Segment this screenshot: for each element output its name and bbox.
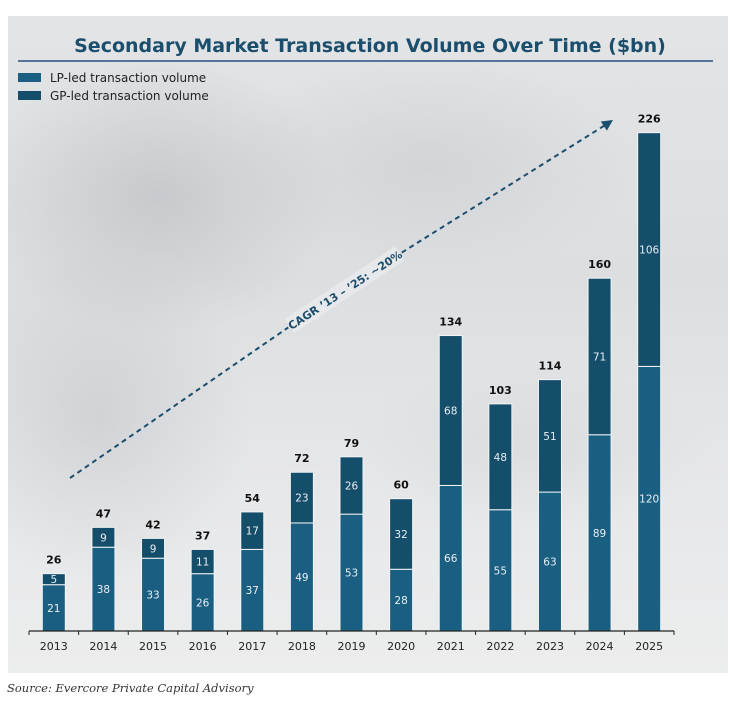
x-tick-label-2024: 2024 (586, 640, 614, 653)
x-tick-label-2025: 2025 (635, 640, 663, 653)
chart: Secondary Market Transaction Volume Over… (18, 35, 713, 653)
data-label-lp-2013: 21 (47, 603, 60, 615)
total-label-2025: 226 (638, 113, 661, 126)
data-label-gp-2015: 9 (150, 543, 157, 555)
bar-gp-2021 (438, 335, 463, 486)
data-label-lp-2018: 49 (295, 572, 308, 584)
bar-group-2016: 26 11 37 (190, 529, 215, 632)
total-label-2017: 54 (245, 492, 261, 505)
cagr-arrow-line (401, 122, 609, 254)
data-label-gp-2022: 48 (494, 452, 507, 464)
source-note: Source: Evercore Private Capital Advisor… (7, 681, 254, 695)
legend-swatch-gp (18, 91, 41, 100)
data-label-gp-2020: 32 (394, 529, 407, 541)
total-label-2018: 72 (294, 452, 309, 465)
x-tick-label-2020: 2020 (387, 640, 415, 653)
data-label-gp-2023: 51 (543, 431, 556, 443)
bar-gp-2013 (41, 573, 66, 586)
cagr-arrow-line (69, 326, 289, 479)
chart-panel: Secondary Market Transaction Volume Over… (8, 16, 728, 673)
data-label-gp-2014: 9 (100, 532, 107, 544)
data-label-lp-2022: 55 (494, 565, 507, 577)
bar-group-2020: 28 32 60 (389, 479, 414, 632)
bar-gp-2014 (91, 526, 116, 548)
cagr-label-background (284, 246, 405, 334)
data-label-lp-2024: 89 (593, 528, 606, 540)
legend: LP-led transaction volume GP-led transac… (18, 71, 209, 103)
bar-group-2018: 49 23 72 (289, 452, 314, 632)
cagr-label: CAGR ’13 – ’25: ~20% (286, 248, 405, 333)
data-label-gp-2016: 11 (196, 557, 209, 569)
data-label-lp-2025: 120 (639, 494, 659, 506)
x-tick-label-2021: 2021 (437, 640, 465, 653)
bar-group-2025: 120 106 226 (637, 113, 662, 632)
data-label-gp-2021: 68 (444, 406, 457, 418)
data-label-lp-2020: 28 (394, 595, 407, 607)
x-tick-label-2013: 2013 (40, 640, 68, 653)
data-label-gp-2018: 23 (295, 493, 308, 505)
data-label-lp-2015: 33 (146, 590, 159, 602)
bar-gp-2015 (141, 537, 166, 559)
data-label-lp-2019: 53 (345, 568, 358, 580)
x-tick-label-2014: 2014 (89, 640, 117, 653)
x-tick-label-2017: 2017 (238, 640, 266, 653)
bar-group-2021: 66 68 134 (438, 316, 463, 632)
cagr-label-group: CAGR ’13 – ’25: ~20% (284, 246, 405, 334)
data-label-lp-2021: 66 (444, 553, 458, 565)
bars: 21 5 26 38 9 47 33 9 42 26 11 37 37 17 54 49 23 72 53 26 79 2… (41, 113, 662, 632)
bar-gp-2020 (389, 498, 414, 570)
bar-group-2024: 89 71 160 (587, 258, 612, 632)
bar-gp-2024 (587, 277, 612, 436)
bar-gp-2016 (190, 548, 215, 575)
total-label-2019: 79 (344, 437, 359, 450)
bar-gp-2025 (637, 132, 662, 367)
total-label-2020: 60 (393, 479, 409, 492)
chart-title: Secondary Market Transaction Volume Over… (74, 35, 666, 57)
x-tick-label-2022: 2022 (486, 640, 514, 653)
total-label-2014: 47 (96, 507, 111, 520)
total-label-2013: 26 (46, 554, 62, 567)
x-tick-label-2016: 2016 (189, 640, 217, 653)
bar-gp-2017 (240, 511, 265, 550)
bar-group-2013: 21 5 26 (41, 554, 66, 632)
data-label-lp-2017: 37 (246, 585, 259, 597)
data-label-gp-2017: 17 (246, 526, 259, 538)
bar-group-2015: 33 9 42 (141, 518, 166, 632)
data-label-gp-2013: 5 (50, 574, 57, 586)
data-label-lp-2023: 63 (543, 557, 556, 569)
x-tick-label-2018: 2018 (288, 640, 316, 653)
total-label-2023: 114 (538, 360, 561, 373)
x-axis: 2013 2014 2015 2016 2017 2018 2019 2020 2021 2022… (28, 630, 675, 653)
total-label-2015: 42 (145, 518, 160, 531)
total-label-2022: 103 (489, 384, 512, 397)
total-label-2021: 134 (439, 316, 462, 329)
cagr-annotation: CAGR ’13 – ’25: ~20% (69, 120, 613, 479)
data-label-gp-2024: 71 (593, 351, 606, 363)
bar-group-2023: 63 51 114 (537, 360, 562, 632)
bar-gp-2023 (537, 379, 562, 493)
data-label-gp-2019: 26 (345, 480, 359, 492)
bar-group-2019: 53 26 79 (339, 437, 364, 632)
bar-group-2017: 37 17 54 (240, 492, 265, 632)
legend-swatch-lp (18, 73, 41, 82)
data-label-gp-2025: 106 (639, 245, 659, 257)
bar-group-2014: 38 9 47 (91, 507, 116, 632)
x-tick-label-2015: 2015 (139, 640, 167, 653)
total-label-2024: 160 (588, 258, 611, 271)
total-label-2016: 37 (195, 529, 210, 542)
bar-gp-2019 (339, 456, 364, 515)
legend-label-lp: LP-led transaction volume (50, 71, 206, 85)
data-label-lp-2014: 38 (97, 584, 110, 596)
cagr-arrowhead-icon (600, 120, 613, 131)
legend-label-gp: GP-led transaction volume (50, 89, 209, 103)
bar-gp-2022 (488, 403, 513, 511)
x-tick-label-2023: 2023 (536, 640, 564, 653)
data-label-lp-2016: 26 (196, 597, 210, 609)
x-tick-label-2019: 2019 (338, 640, 366, 653)
bar-group-2022: 55 48 103 (488, 384, 513, 632)
bar-gp-2018 (289, 471, 314, 524)
